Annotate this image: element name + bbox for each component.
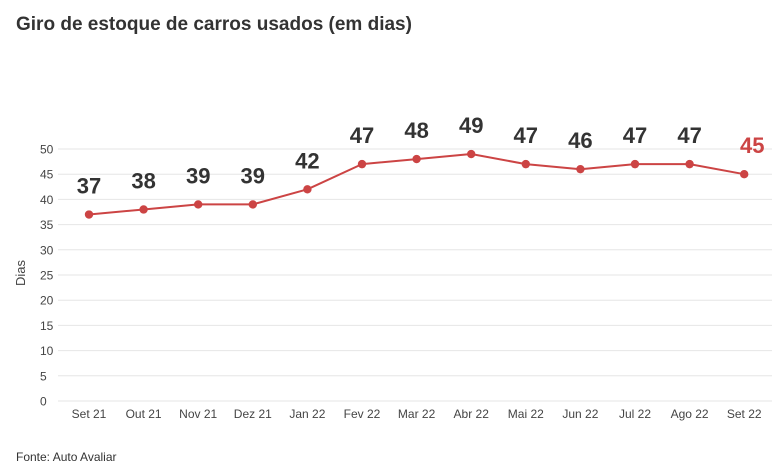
source-note: Fonte: Auto Avaliar [16, 450, 117, 464]
data-point [685, 159, 694, 169]
x-tick-label: Abr 22 [454, 407, 490, 421]
y-tick-label: 20 [40, 294, 54, 308]
x-tick-label: Dez 21 [234, 407, 272, 421]
data-point [467, 149, 476, 159]
data-points [84, 149, 749, 219]
data-label: 39 [186, 163, 210, 188]
data-label: 49 [459, 113, 483, 138]
data-label: 47 [677, 123, 701, 148]
data-label: 48 [404, 118, 428, 143]
chart-title: Giro de estoque de carros usados (em dia… [16, 14, 412, 35]
y-tick-label: 5 [40, 369, 47, 383]
y-tick-label: 25 [40, 269, 54, 283]
x-tick-label: Out 21 [126, 407, 162, 421]
y-tick-label: 10 [40, 344, 54, 358]
data-label: 45 [740, 133, 764, 158]
data-label: 47 [623, 123, 647, 148]
x-tick-label: Mai 22 [508, 407, 544, 421]
data-point [139, 205, 148, 214]
y-tick-label: 50 [40, 143, 54, 157]
x-tick-label: Fev 22 [344, 407, 381, 421]
data-label: 37 [77, 174, 101, 199]
data-label: 42 [295, 148, 319, 173]
x-tick-label: Mar 22 [398, 407, 436, 421]
data-point [740, 170, 749, 179]
x-axis-ticks: Set 21 Out 21 Nov 21 Dez 21 Jan 22 Fev 22 Mar … [72, 407, 762, 421]
data-point [248, 200, 257, 209]
x-tick-label: Jan 22 [289, 407, 325, 421]
data-point [357, 159, 367, 169]
gridlines [58, 148, 772, 402]
data-point [521, 159, 530, 169]
data-label: 38 [131, 168, 155, 193]
data-point [576, 164, 585, 174]
x-tick-label: Set 22 [727, 407, 762, 421]
x-tick-label: Nov 21 [179, 407, 217, 421]
data-point [630, 159, 640, 169]
x-tick-label: Jul 22 [619, 407, 651, 421]
data-point [84, 210, 94, 219]
x-tick-label: Ago 22 [671, 407, 709, 421]
y-tick-label: 45 [40, 168, 54, 182]
data-point [194, 200, 203, 209]
data-label: 46 [568, 128, 592, 153]
data-point [412, 154, 421, 164]
data-point [303, 185, 312, 194]
x-tick-label: Jun 22 [562, 407, 598, 421]
data-label: 39 [241, 163, 265, 188]
y-tick-label: 40 [40, 193, 54, 207]
y-tick-label: 15 [40, 319, 54, 333]
data-label: 47 [350, 123, 374, 148]
y-tick-label: 35 [40, 218, 54, 232]
data-label: 47 [514, 123, 538, 148]
y-tick-label: 0 [40, 395, 47, 409]
y-tick-label: 30 [40, 243, 54, 257]
x-tick-label: Set 21 [72, 407, 107, 421]
y-axis-ticks: 0 5 10 15 20 25 30 35 40 45 50 [40, 143, 54, 409]
data-labels: 37 38 39 39 42 47 48 49 47 46 47 47 45 [77, 113, 765, 198]
y-axis-label: Dias [13, 260, 28, 287]
